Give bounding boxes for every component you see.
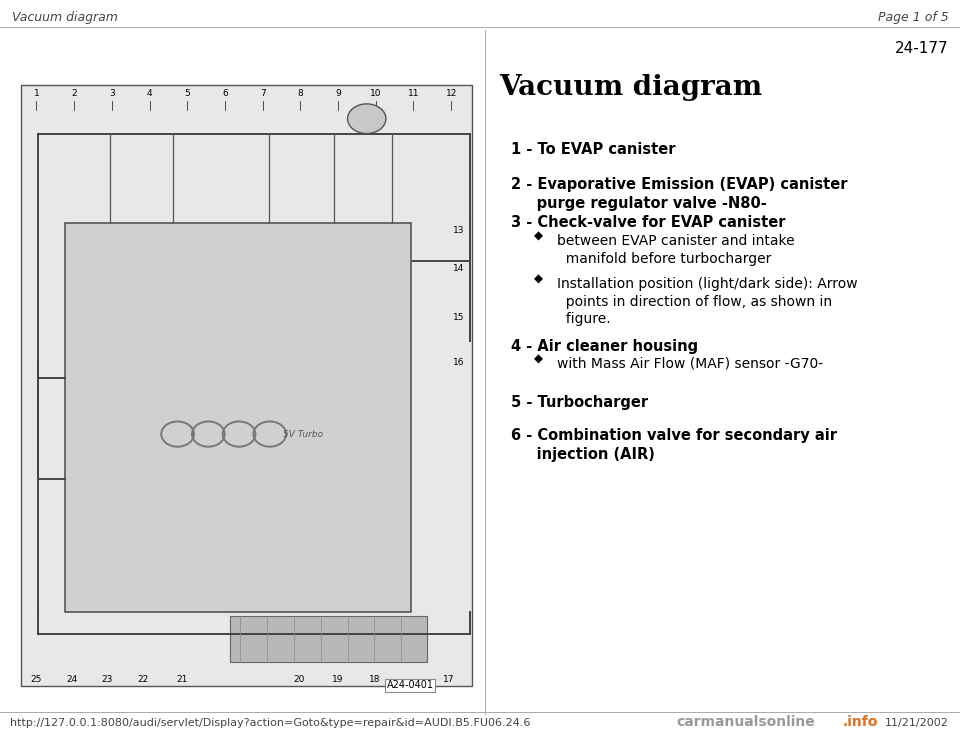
Text: 11/21/2002: 11/21/2002 — [884, 718, 948, 728]
Bar — [21, 85, 472, 686]
Text: between EVAP canister and intake
  manifold before turbocharger: between EVAP canister and intake manifol… — [557, 234, 795, 266]
Text: 22: 22 — [137, 675, 149, 684]
Text: 9: 9 — [335, 89, 341, 98]
Text: 5V Turbo: 5V Turbo — [283, 430, 324, 439]
Text: 2 - Evaporative Emission (EVAP) canister
     purge regulator valve -N80-: 2 - Evaporative Emission (EVAP) canister… — [511, 177, 848, 211]
Text: ◆: ◆ — [534, 272, 542, 286]
Text: 6 - Combination valve for secondary air
     injection (AIR): 6 - Combination valve for secondary air … — [511, 428, 837, 462]
Text: 25: 25 — [31, 675, 42, 684]
Text: .info: .info — [843, 715, 878, 729]
Text: 7: 7 — [260, 89, 266, 98]
Text: 21: 21 — [177, 675, 188, 684]
Text: 8: 8 — [298, 89, 303, 98]
Bar — [65, 223, 411, 612]
Text: ◆: ◆ — [534, 229, 542, 243]
Text: 11: 11 — [408, 89, 420, 98]
Text: 15: 15 — [453, 313, 465, 322]
Text: 6: 6 — [222, 89, 228, 98]
Text: 1: 1 — [34, 89, 39, 98]
Text: 17: 17 — [443, 675, 454, 684]
Text: http://127.0.0.1:8080/audi/servlet/Display?action=Goto&type=repair&id=AUDI.B5.FU: http://127.0.0.1:8080/audi/servlet/Displ… — [10, 718, 530, 728]
Text: 24: 24 — [66, 675, 78, 684]
Text: 20: 20 — [294, 675, 305, 684]
Text: 1 - To EVAP canister: 1 - To EVAP canister — [511, 142, 675, 157]
Text: 24-177: 24-177 — [895, 41, 948, 56]
Text: with Mass Air Flow (MAF) sensor -G70-: with Mass Air Flow (MAF) sensor -G70- — [557, 357, 823, 371]
Text: 23: 23 — [102, 675, 113, 684]
Text: 14: 14 — [453, 264, 465, 273]
Text: A24-0401: A24-0401 — [387, 680, 434, 690]
Text: 3 - Check-valve for EVAP canister: 3 - Check-valve for EVAP canister — [511, 215, 785, 230]
Text: 10: 10 — [370, 89, 381, 98]
Bar — [230, 616, 427, 662]
Text: 5: 5 — [184, 89, 190, 98]
Circle shape — [348, 104, 386, 134]
Text: 4: 4 — [147, 89, 153, 98]
Text: 13: 13 — [453, 226, 465, 234]
Text: 2: 2 — [71, 89, 77, 98]
Text: 3: 3 — [109, 89, 115, 98]
Text: carmanualsonline: carmanualsonline — [677, 715, 816, 729]
Text: 18: 18 — [369, 675, 380, 684]
Text: Page 1 of 5: Page 1 of 5 — [877, 11, 948, 24]
Text: Vacuum diagram: Vacuum diagram — [499, 74, 762, 101]
Text: Vacuum diagram: Vacuum diagram — [12, 11, 117, 24]
Text: ◆: ◆ — [534, 352, 542, 366]
Text: 19: 19 — [332, 675, 344, 684]
Text: 16: 16 — [453, 358, 465, 367]
Text: Installation position (light/dark side): Arrow
  points in direction of flow, as: Installation position (light/dark side):… — [557, 277, 857, 326]
Text: 12: 12 — [445, 89, 457, 98]
Text: 4 - Air cleaner housing: 4 - Air cleaner housing — [511, 339, 698, 354]
Text: 5 - Turbocharger: 5 - Turbocharger — [511, 395, 648, 410]
